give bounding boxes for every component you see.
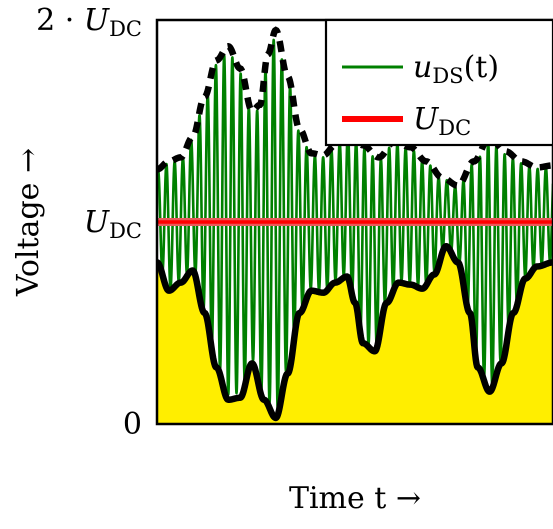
legend-label-udc: UDC xyxy=(413,102,471,140)
x-axis-label: Time t → xyxy=(289,481,421,516)
y-tick-label-0: 0 xyxy=(123,407,142,442)
y-tick-label-1: UDC xyxy=(84,205,142,243)
y-tick-label-2: 2 · UDC xyxy=(36,3,142,41)
uds-series-line xyxy=(157,38,553,411)
legend-label-uds: uDS(t) xyxy=(413,50,499,88)
y-axis-label: Voltage → xyxy=(11,148,46,297)
lower-envelope-line xyxy=(157,242,553,422)
y-tick-labels: 0 UDC 2 · UDC xyxy=(36,3,142,442)
legend-box xyxy=(324,18,553,147)
legend: uDS(t) UDC xyxy=(324,18,553,147)
